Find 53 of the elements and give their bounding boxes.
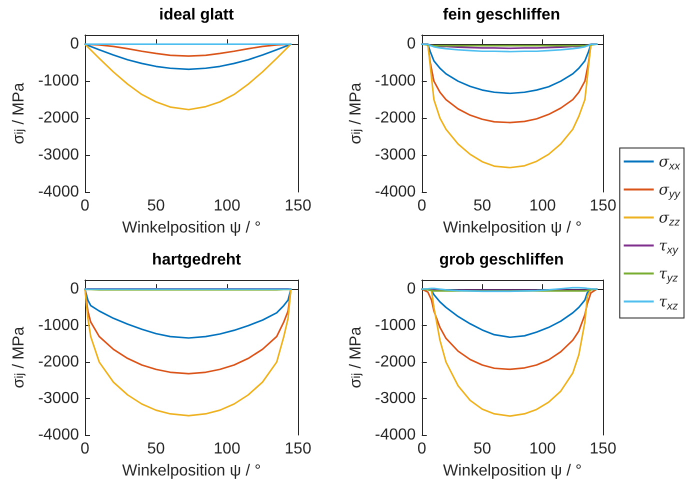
chart-title: hartgedreht: [152, 252, 242, 268]
y-tick-label: 0: [70, 280, 80, 298]
x-tick-label: 0: [417, 440, 426, 458]
x-tick-label: 100: [214, 198, 240, 214]
x-tick-label: 0: [80, 198, 90, 214]
y-tick-label: -3000: [374, 146, 416, 164]
y-tick-label: -1000: [374, 317, 416, 334]
line-series: [84, 288, 292, 416]
y-axis-title: σij / MPa: [348, 326, 364, 388]
x-tick-label: 50: [473, 198, 492, 214]
y-tick-label: -1000: [38, 317, 80, 334]
x-tick-label: 150: [590, 198, 616, 214]
line-series: [421, 288, 598, 370]
x-tick-label: 150: [590, 440, 616, 458]
y-tick-label: -4000: [38, 184, 80, 200]
y-tick-label: -2000: [374, 110, 416, 127]
y-tick-label: -3000: [38, 390, 80, 408]
y-tick-label: 0: [406, 280, 416, 298]
chart-title: grob geschliffen: [439, 252, 564, 268]
x-tick-label: 150: [284, 198, 312, 214]
line-series: [421, 43, 598, 52]
y-tick-label: 0: [70, 36, 80, 53]
y-tick-label: -4000: [38, 426, 80, 444]
x-tick-label: 50: [147, 198, 165, 214]
y-tick-label: -4000: [374, 426, 416, 444]
x-tick-label: 150: [284, 440, 312, 458]
chart-title: fein geschliffen: [442, 6, 560, 24]
y-tick-label: 0: [406, 36, 416, 53]
x-tick-label: 100: [214, 440, 240, 458]
y-tick-label: -3000: [38, 146, 80, 164]
x-tick-label: 0: [417, 198, 426, 214]
y-tick-label: -1000: [38, 72, 80, 90]
x-axis-title: Winkelposition ψ / °: [443, 220, 582, 236]
y-tick-label: -3000: [374, 390, 416, 408]
y-axis-title: σij / MPa: [10, 326, 28, 388]
y-tick-label: -2000: [38, 110, 80, 127]
chart-title: ideal glatt: [159, 6, 235, 24]
x-axis-title: Winkelposition ψ / °: [122, 220, 261, 236]
x-tick-label: 100: [529, 198, 556, 214]
y-axis-title: σij / MPa: [10, 82, 28, 144]
x-tick-label: 100: [529, 440, 556, 458]
y-tick-label: -1000: [374, 72, 416, 90]
x-axis-title: Winkelposition ψ / °: [122, 462, 261, 480]
line-series: [84, 288, 292, 339]
x-tick-label: 50: [147, 440, 165, 458]
y-tick-label: -2000: [374, 354, 416, 371]
line-series: [84, 43, 292, 110]
x-tick-label: 50: [473, 440, 492, 458]
x-axis-title: Winkelposition ψ / °: [443, 462, 582, 480]
y-tick-label: -2000: [38, 354, 80, 371]
x-tick-label: 0: [80, 440, 90, 458]
y-tick-label: -4000: [374, 184, 416, 200]
y-axis-title: σij / MPa: [348, 82, 364, 144]
